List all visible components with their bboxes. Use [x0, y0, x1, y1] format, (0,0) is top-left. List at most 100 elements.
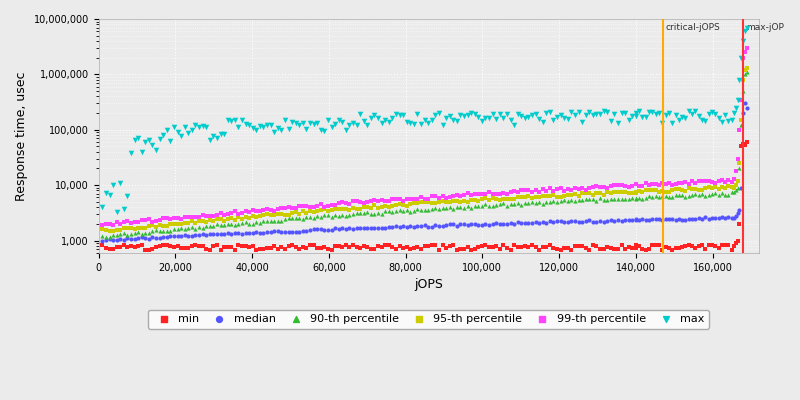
Point	[650, 193, 662, 199]
Point	[494, 191, 506, 197]
Point	[422, 120, 434, 126]
Point	[404, 196, 417, 202]
Point	[106, 228, 119, 234]
Point	[443, 198, 456, 205]
Point	[307, 214, 320, 221]
Point	[278, 216, 291, 222]
Point	[579, 218, 592, 224]
Point	[114, 220, 126, 227]
Point	[174, 233, 187, 239]
Point	[526, 195, 538, 201]
Point	[741, 104, 754, 111]
Text: critical-jOPS: critical-jOPS	[666, 23, 721, 32]
Point	[232, 211, 245, 217]
Point	[468, 203, 481, 209]
Point	[618, 196, 631, 202]
Point	[286, 242, 298, 248]
Point	[598, 245, 610, 252]
Point	[278, 205, 291, 212]
Point	[222, 221, 234, 227]
Point	[676, 216, 689, 223]
Point	[318, 128, 330, 134]
Point	[601, 189, 614, 195]
Point	[386, 244, 398, 250]
Point	[379, 198, 392, 204]
Point	[339, 242, 352, 248]
Point	[397, 208, 410, 215]
Point	[562, 192, 574, 198]
Point	[682, 193, 695, 199]
Point	[422, 199, 434, 205]
Point	[618, 217, 631, 223]
Point	[715, 214, 728, 221]
Point	[414, 207, 427, 213]
Point	[322, 246, 334, 252]
Point	[511, 189, 524, 195]
Point	[622, 217, 635, 223]
Point	[543, 218, 556, 225]
Point	[662, 180, 675, 186]
Point	[218, 231, 230, 237]
Point	[522, 200, 535, 206]
Point	[343, 212, 356, 218]
Point	[689, 186, 702, 192]
Point	[576, 184, 589, 191]
Point	[646, 108, 658, 115]
Point	[741, 69, 754, 75]
Point	[472, 222, 485, 228]
Point	[454, 221, 467, 228]
Point	[422, 243, 434, 249]
Point	[128, 236, 141, 242]
Point	[304, 208, 317, 214]
Point	[696, 117, 709, 124]
Point	[350, 198, 363, 204]
Point	[594, 190, 606, 196]
Point	[572, 243, 585, 249]
Point	[630, 196, 642, 202]
Point	[611, 182, 624, 188]
Point	[365, 198, 378, 204]
Point	[161, 234, 174, 240]
Point	[214, 130, 227, 137]
Point	[218, 244, 230, 251]
Point	[436, 222, 449, 229]
Point	[547, 198, 560, 204]
Point	[200, 232, 213, 238]
Point	[715, 190, 728, 196]
Point	[682, 216, 695, 223]
Point	[358, 204, 370, 211]
Point	[193, 218, 206, 224]
Point	[358, 200, 370, 206]
Point	[741, 24, 754, 31]
Point	[150, 227, 162, 234]
Point	[540, 109, 553, 116]
Point	[167, 215, 180, 221]
Point	[142, 216, 155, 222]
Point	[727, 214, 740, 221]
Point	[358, 224, 370, 231]
Point	[468, 196, 481, 203]
Point	[286, 228, 298, 235]
Point	[558, 219, 570, 226]
Point	[662, 188, 675, 195]
Point	[718, 112, 731, 118]
Point	[550, 199, 563, 205]
Point	[314, 127, 327, 133]
Point	[106, 237, 119, 244]
Point	[709, 180, 722, 186]
Point	[282, 126, 295, 132]
Point	[157, 132, 170, 138]
Point	[372, 114, 385, 121]
Point	[382, 204, 395, 210]
Point	[114, 226, 126, 233]
Point	[702, 191, 715, 198]
Point	[189, 220, 202, 226]
Point	[290, 215, 302, 221]
Point	[504, 220, 517, 226]
Point	[454, 199, 467, 206]
Point	[450, 247, 463, 253]
Point	[630, 245, 642, 251]
Point	[669, 181, 682, 188]
Point	[103, 192, 116, 198]
Point	[225, 118, 238, 124]
